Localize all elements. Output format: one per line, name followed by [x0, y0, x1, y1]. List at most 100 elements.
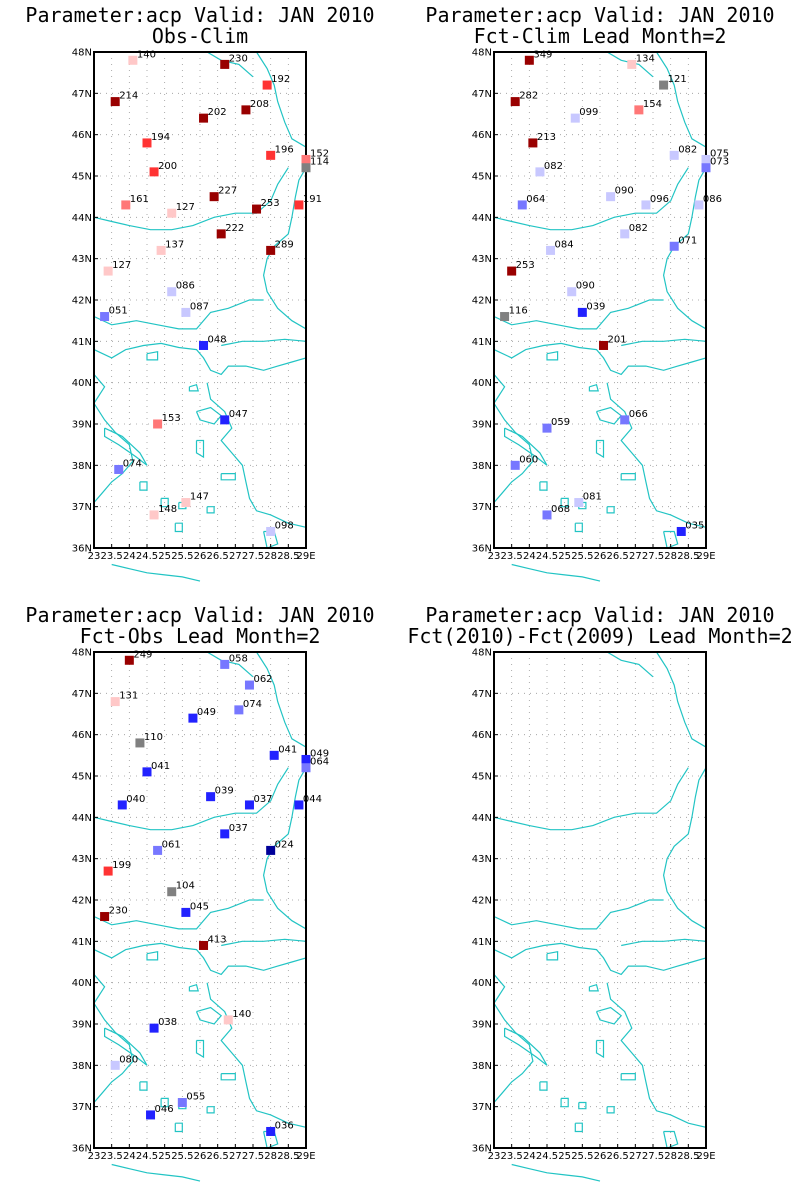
station-value-label: 134: [636, 53, 655, 64]
y-tick-label: 36N: [72, 1144, 92, 1155]
x-tick-label: 27: [629, 551, 642, 562]
station-marker: [510, 97, 520, 107]
station-value-label: 082: [544, 161, 563, 172]
y-tick-label: 41N: [472, 337, 492, 348]
x-tick-label: 26.5: [607, 551, 629, 562]
station-marker: [634, 105, 644, 115]
station-marker: [507, 266, 517, 276]
station-marker: [124, 655, 134, 665]
coastline-segment: [160, 497, 169, 508]
station-marker: [244, 680, 254, 690]
station-marker: [142, 138, 152, 148]
coastline-segment: [220, 1073, 236, 1081]
coastline-segment: [104, 1027, 148, 1066]
station-value-label: 041: [151, 761, 170, 772]
x-tick-label: 26: [194, 1151, 207, 1162]
map-panel-obs-clim: Parameter:acp Valid: JAN 2010 Obs-Clim 4…: [25, 3, 375, 582]
x-tick-label: 23: [488, 1151, 501, 1162]
station-value-label: 214: [119, 91, 138, 102]
y-tick-label: 43N: [72, 854, 92, 865]
station-value-label: 191: [303, 194, 322, 205]
coastline-segment: [663, 530, 679, 549]
x-tick-label: 28: [664, 1151, 677, 1162]
station-marker: [181, 907, 191, 917]
coastline-segment: [504, 427, 548, 466]
station-value-label: 039: [215, 786, 234, 797]
station-marker: [574, 498, 584, 508]
station-value-label: 039: [586, 301, 605, 312]
station-value-label: 068: [551, 504, 570, 515]
station-marker: [659, 80, 669, 90]
station-marker: [510, 460, 520, 470]
y-tick-label: 44N: [72, 213, 92, 224]
station-value-label: 152: [310, 148, 329, 159]
station-value-label: 114: [310, 157, 329, 168]
station-marker: [220, 659, 230, 669]
station-value-label: 090: [576, 281, 595, 292]
station-value-label: 084: [555, 239, 574, 250]
station-value-label: 121: [668, 74, 687, 85]
station-value-label: 037: [229, 823, 248, 834]
coastline-segment: [560, 1097, 569, 1108]
station-marker: [669, 241, 679, 251]
station-marker: [149, 510, 159, 520]
station-value-label: 047: [229, 409, 248, 420]
station-marker: [266, 245, 276, 255]
coastline-segment: [221, 338, 307, 347]
station-marker: [620, 229, 630, 239]
station-value-label: 055: [186, 1092, 205, 1103]
y-tick-label: 46N: [472, 730, 492, 741]
x-tick-label: 24.5: [136, 551, 158, 562]
station-value-label: 140: [137, 49, 156, 60]
coastline-segment: [663, 1130, 679, 1149]
y-tick-label: 48N: [72, 48, 92, 59]
coastline-segment: [560, 497, 569, 508]
x-tick-label: 27: [629, 1151, 642, 1162]
y-tick-label: 39N: [472, 1020, 492, 1031]
x-tick-label: 28.5: [277, 1151, 299, 1162]
station-value-label: 154: [643, 99, 662, 110]
x-tick-label: 28.5: [677, 551, 699, 562]
station-value-label: 058: [229, 653, 248, 664]
y-tick-label: 39N: [72, 420, 92, 431]
station-marker: [266, 150, 276, 160]
station-marker: [627, 59, 637, 69]
lat-lon-grid: [494, 652, 706, 1148]
y-tick-label: 42N: [72, 896, 92, 907]
y-tick-label: 42N: [72, 296, 92, 307]
station-marker: [103, 866, 113, 876]
station-marker: [701, 154, 711, 164]
x-tick-label: 24: [523, 551, 536, 562]
y-tick-label: 44N: [72, 813, 92, 824]
x-tick-label: 27.5: [242, 1151, 264, 1162]
station-value-label: 082: [629, 223, 648, 234]
station-marker: [567, 287, 577, 297]
station-marker: [142, 767, 152, 777]
coastline-segment: [255, 651, 307, 930]
x-tick-label: 23: [88, 1151, 101, 1162]
station-value-label: 201: [608, 334, 627, 345]
y-axis-ticks: 48N 47N 46N 45N 44N 43N 42N 41N 40N 39N 38N 37N 36N: [472, 648, 498, 1155]
coastline-segment: [93, 767, 289, 831]
coastline-segment: [621, 338, 707, 347]
station-marker: [121, 200, 131, 210]
coastline-segment: [104, 427, 148, 466]
station-value-label: 024: [275, 839, 294, 850]
x-tick-label: 25.5: [571, 551, 593, 562]
y-tick-label: 48N: [472, 648, 492, 659]
x-tick-label: 29E: [296, 1151, 315, 1162]
x-tick-label: 28: [264, 551, 277, 562]
coastline: [493, 651, 707, 1182]
station-marker: [153, 419, 163, 429]
y-tick-label: 48N: [72, 648, 92, 659]
station-marker: [528, 138, 538, 148]
station-marker: [100, 312, 110, 322]
y-tick-label: 42N: [472, 296, 492, 307]
station-value-label: 349: [533, 49, 552, 60]
coastline-segment: [139, 481, 148, 491]
coastline-segment: [655, 51, 707, 330]
coastline-segment: [493, 899, 664, 930]
y-tick-label: 37N: [472, 502, 492, 513]
